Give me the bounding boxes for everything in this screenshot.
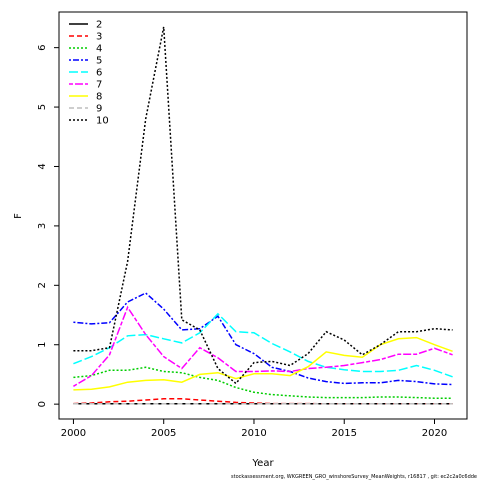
- plot-frame: [58, 11, 468, 420]
- y-tick-label: 6: [37, 44, 48, 50]
- legend-label: 4: [96, 44, 102, 55]
- series-line-10: [73, 26, 453, 385]
- y-tick-label: 1: [37, 342, 48, 348]
- legend-label: 3: [96, 32, 102, 43]
- legend-label: 5: [96, 56, 102, 67]
- footer-text: stockassessment.org, WKGREEN_GRO_winshor…: [231, 474, 477, 480]
- series-line-6: [73, 312, 453, 378]
- legend-label: 9: [96, 104, 102, 115]
- x-tick-label: 2000: [61, 428, 86, 439]
- y-tick-label: 2: [37, 282, 48, 288]
- legend-label: 8: [96, 92, 102, 103]
- y-tick-label: 5: [37, 104, 48, 110]
- x-tick-label: 2005: [151, 428, 176, 439]
- legend-label: 7: [96, 80, 102, 91]
- y-axis-label: F: [13, 213, 24, 219]
- legend-label: 10: [96, 116, 109, 127]
- series-layer: [73, 26, 453, 405]
- series-line-7: [73, 305, 453, 387]
- y-tick-label: 3: [37, 223, 48, 229]
- legend-label: 2: [96, 20, 102, 31]
- series-line-8: [73, 336, 453, 391]
- series-line-4: [73, 366, 453, 399]
- x-axis: 2000 2005 2010 2015 2020: [61, 419, 447, 439]
- y-tick-label: 4: [37, 163, 48, 169]
- series-line-5: [73, 292, 453, 386]
- y-axis: 0 1 2 3 4 5 6: [37, 44, 59, 407]
- x-tick-label: 2010: [241, 428, 266, 439]
- x-tick-label: 2020: [422, 428, 447, 439]
- legend-label: 6: [96, 68, 102, 79]
- x-axis-label: Year: [251, 458, 274, 469]
- y-tick-label: 0: [37, 401, 48, 407]
- x-tick-label: 2015: [332, 428, 357, 439]
